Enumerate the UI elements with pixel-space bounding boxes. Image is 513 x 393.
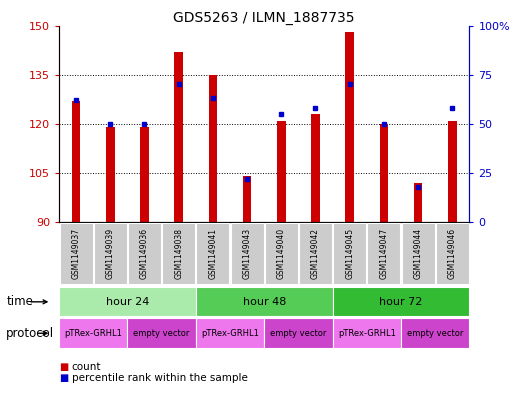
Text: empty vector: empty vector: [133, 329, 190, 338]
Text: pTRex-GRHL1: pTRex-GRHL1: [64, 329, 122, 338]
Text: GSM1149047: GSM1149047: [380, 228, 388, 279]
Text: pTRex-GRHL1: pTRex-GRHL1: [338, 329, 396, 338]
Bar: [72, 101, 81, 222]
Bar: [196, 223, 229, 284]
Text: GSM1149042: GSM1149042: [311, 228, 320, 279]
Bar: [209, 75, 217, 222]
Title: GDS5263 / ILMN_1887735: GDS5263 / ILMN_1887735: [173, 11, 355, 24]
Bar: [94, 223, 127, 284]
Text: hour 24: hour 24: [106, 297, 149, 307]
Bar: [264, 318, 332, 348]
Bar: [128, 223, 161, 284]
Text: empty vector: empty vector: [270, 329, 327, 338]
Bar: [333, 223, 366, 284]
Text: GSM1149039: GSM1149039: [106, 228, 115, 279]
Bar: [60, 223, 92, 284]
Bar: [414, 183, 422, 222]
Text: GSM1149038: GSM1149038: [174, 228, 183, 279]
Text: hour 72: hour 72: [379, 297, 423, 307]
Bar: [402, 223, 435, 284]
Bar: [243, 176, 251, 222]
Text: pTRex-GRHL1: pTRex-GRHL1: [201, 329, 259, 338]
Bar: [311, 114, 320, 222]
Bar: [231, 223, 264, 284]
Text: empty vector: empty vector: [407, 329, 463, 338]
Text: GSM1149046: GSM1149046: [448, 228, 457, 279]
Bar: [127, 318, 196, 348]
Text: GSM1149036: GSM1149036: [140, 228, 149, 279]
Text: GSM1149045: GSM1149045: [345, 228, 354, 279]
Text: GSM1149040: GSM1149040: [277, 228, 286, 279]
Bar: [277, 121, 286, 222]
Bar: [162, 223, 195, 284]
Bar: [59, 318, 127, 348]
Bar: [436, 223, 469, 284]
Text: percentile rank within the sample: percentile rank within the sample: [72, 373, 248, 383]
Bar: [265, 223, 298, 284]
Text: GSM1149037: GSM1149037: [72, 228, 81, 279]
Bar: [345, 32, 354, 222]
Bar: [332, 318, 401, 348]
Bar: [332, 287, 469, 316]
Bar: [367, 223, 400, 284]
Bar: [140, 127, 149, 222]
Text: protocol: protocol: [6, 327, 54, 340]
Bar: [174, 52, 183, 222]
Text: GSM1149043: GSM1149043: [243, 228, 251, 279]
Text: GSM1149044: GSM1149044: [413, 228, 423, 279]
Text: hour 48: hour 48: [243, 297, 286, 307]
Bar: [196, 318, 264, 348]
Bar: [196, 287, 332, 316]
Bar: [448, 121, 457, 222]
Bar: [299, 223, 332, 284]
Bar: [106, 127, 114, 222]
Bar: [380, 124, 388, 222]
Bar: [401, 318, 469, 348]
Text: ■: ■: [59, 373, 68, 383]
Text: count: count: [72, 362, 102, 373]
Bar: [59, 287, 196, 316]
Text: time: time: [6, 295, 33, 309]
Text: GSM1149041: GSM1149041: [208, 228, 218, 279]
Text: ■: ■: [59, 362, 68, 373]
